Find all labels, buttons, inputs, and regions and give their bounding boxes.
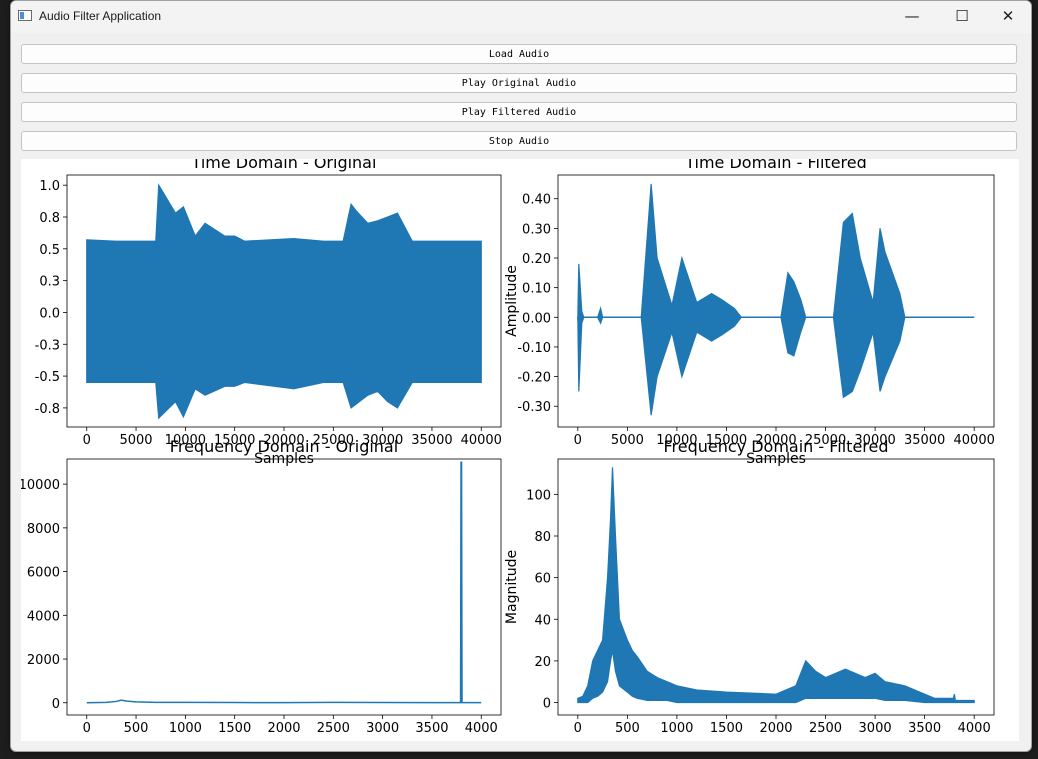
chart-title: Time Domain - Original	[191, 159, 377, 172]
series-spectrum	[86, 461, 482, 704]
axes-frame	[557, 174, 995, 428]
y-tick-label: 100	[526, 488, 551, 503]
x-tick-label: 500	[124, 721, 149, 736]
x-tick-label: 3500	[908, 721, 941, 736]
x-tick-label: 5000	[119, 433, 152, 448]
x-tick-label: 40000	[954, 433, 995, 448]
x-tick-label: 0	[574, 433, 582, 448]
y-tick-label: 0.8	[39, 211, 60, 226]
x-tick-label: 25000	[805, 433, 846, 448]
y-tick-label: 20	[534, 655, 551, 670]
x-tick-label: 30000	[362, 433, 403, 448]
y-tick-label: 0.40	[522, 193, 551, 208]
y-tick-label: -0.30	[517, 400, 551, 415]
series-signal	[577, 467, 975, 704]
x-tick-label: 1500	[218, 721, 251, 736]
subplot-2: 0 5000 10000 15000 20000 25000 30000 35000 40000…	[504, 159, 995, 467]
y-tick-label: 40	[534, 613, 551, 628]
load-audio-button[interactable]: Load Audio	[21, 44, 1017, 64]
series-signal	[577, 183, 975, 416]
maximize-button[interactable]: ☐	[955, 7, 969, 25]
y-tick-label: 1.0	[39, 179, 60, 194]
x-tick-label: 2500	[317, 721, 350, 736]
app-window: Audio Filter Application — ☐ ✕ Load Audi…	[10, 0, 1032, 752]
x-tick-label: 0	[83, 433, 91, 448]
x-tick-label: 3000	[366, 721, 399, 736]
y-tick-label: 0.30	[522, 222, 551, 237]
x-tick-label: 25000	[313, 433, 354, 448]
y-tick-label: 10000	[21, 478, 60, 493]
title-bar[interactable]: Audio Filter Application — ☐ ✕	[11, 1, 1031, 33]
y-tick-label: 0.5	[39, 243, 60, 258]
chart-title: Frequency Domain - Filtered	[663, 437, 888, 456]
x-tick-label: 15000	[706, 433, 747, 448]
axes-frame	[66, 458, 502, 716]
x-tick-label: 3000	[859, 721, 892, 736]
x-tick-label: 15000	[214, 433, 255, 448]
x-tick-label: 500	[615, 721, 640, 736]
y-tick-label: 8000	[27, 522, 60, 537]
x-tick-label: 2000	[267, 721, 300, 736]
x-tick-label: 0	[83, 721, 91, 736]
subplot-4: 0 500 1000 1500 2000 2500 3000 3500 4000 0 20 40 60 8…	[504, 437, 995, 736]
x-tick-label: 40000	[461, 433, 502, 448]
x-tick-label: 2000	[759, 721, 792, 736]
subplot-3: 0 500 1000 1500 2000 2500 3000 3500 4000 0 2000 400…	[21, 437, 502, 736]
play-original-button[interactable]: Play Original Audio	[21, 73, 1017, 93]
y-tick-label: 0.20	[522, 252, 551, 267]
minimize-button[interactable]: —	[904, 7, 920, 25]
x-tick-label: 2500	[809, 721, 842, 736]
y-tick-label: -0.10	[517, 341, 551, 356]
x-tick-label: 10000	[165, 433, 206, 448]
x-tick-label: 35000	[904, 433, 945, 448]
x-tick-label: 1000	[660, 721, 693, 736]
y-tick-label: 0.0	[39, 306, 60, 321]
x-tick-label: 4000	[958, 721, 991, 736]
x-tick-label: 30000	[854, 433, 895, 448]
y-tick-label: 60	[534, 572, 551, 587]
series-signal-line	[577, 297, 975, 328]
y-tick-label: 4000	[27, 609, 60, 624]
x-tick-label: 5000	[611, 433, 644, 448]
x-tick-label: 20000	[263, 433, 304, 448]
y-tick-label: 0	[52, 697, 60, 712]
chart-title: Time Domain - Filtered	[684, 159, 867, 172]
stop-audio-button[interactable]: Stop Audio	[21, 131, 1017, 151]
y-tick-label: 0.3	[39, 275, 60, 290]
plots-svg: 0 5000 10000 15000 20000 25000 30000 35000 40000…	[21, 159, 995, 736]
play-filtered-button[interactable]: Play Filtered Audio	[21, 102, 1017, 122]
y-tick-label: -0.8	[35, 402, 60, 417]
plot-canvas: 0 5000 10000 15000 20000 25000 30000 35000 40000…	[21, 159, 1019, 741]
x-tick-label: 20000	[755, 433, 796, 448]
y-tick-label: 80	[534, 530, 551, 545]
x-tick-label: 3500	[415, 721, 448, 736]
chart-title: Frequency Domain - Original	[170, 437, 398, 456]
y-tick-label: -0.3	[35, 338, 60, 353]
x-tick-label: 35000	[411, 433, 452, 448]
y-tick-label: 6000	[27, 566, 60, 581]
y-axis-label: Magnitude	[504, 550, 520, 624]
x-tick-label: 1500	[710, 721, 743, 736]
y-tick-label: 0.00	[522, 311, 551, 326]
series-signal	[86, 183, 482, 420]
x-tick-label: 4000	[465, 721, 498, 736]
y-tick-label: -0.5	[35, 370, 60, 385]
window-title: Audio Filter Application	[39, 9, 162, 23]
x-tick-label: 10000	[656, 433, 697, 448]
y-tick-label: 2000	[27, 653, 60, 668]
series-signal-line	[86, 300, 482, 315]
y-tick-label: 0	[543, 697, 551, 712]
x-tick-label: 1000	[169, 721, 202, 736]
subplot-1: 0 5000 10000 15000 20000 25000 30000 35000 40000…	[35, 159, 502, 467]
app-icon	[18, 10, 32, 21]
y-tick-label: 0.10	[522, 282, 551, 297]
x-tick-label: 0	[574, 721, 582, 736]
y-axis-label: Amplitude	[504, 265, 520, 337]
close-button[interactable]: ✕	[1001, 7, 1015, 25]
y-tick-label: -0.20	[517, 371, 551, 386]
series-signal-line	[577, 558, 975, 703]
